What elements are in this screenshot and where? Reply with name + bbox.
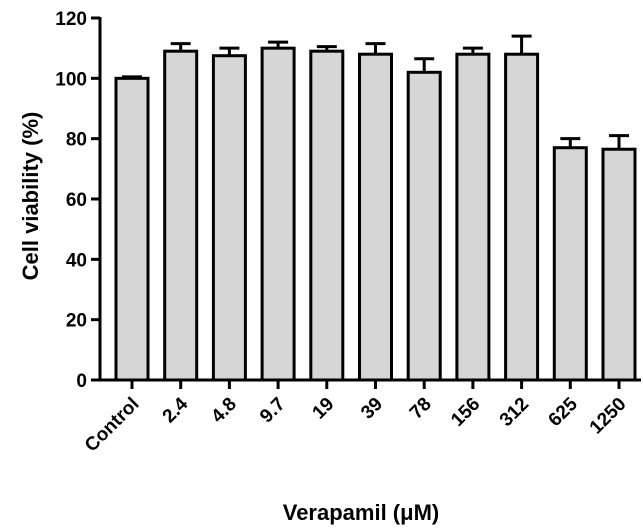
- bar-2.4: [163, 49, 199, 382]
- bar-78: [406, 70, 442, 382]
- bar-Control: [114, 76, 150, 382]
- x-tick-label-312: 312: [496, 394, 533, 431]
- x-tick-label-39: 39: [357, 394, 387, 424]
- error-bar-4.8: [219, 46, 240, 56]
- x-tick-label-4.8: 4.8: [207, 394, 241, 428]
- error-bar-1250: [609, 134, 629, 150]
- error-bar-39: [365, 42, 386, 55]
- bars-group: [114, 46, 637, 382]
- error-bar-2.4: [170, 42, 191, 52]
- error-bar-19: [316, 45, 337, 52]
- x-tick-label-9.7: 9.7: [256, 394, 290, 428]
- y-tick-label-60: 60: [66, 190, 87, 211]
- x-tick-label-78: 78: [406, 394, 436, 424]
- x-tick-label-19: 19: [309, 394, 339, 424]
- error-bar-78: [414, 57, 435, 73]
- error-bar-156: [462, 46, 483, 55]
- bar-9.7: [260, 46, 296, 382]
- y-tick-label-120: 120: [55, 9, 87, 30]
- error-bar-Control: [122, 75, 142, 79]
- bar-156: [455, 52, 491, 382]
- y-tick-label-20: 20: [66, 311, 87, 332]
- error-bar-625: [560, 137, 581, 148]
- y-tick-label-40: 40: [66, 250, 87, 271]
- x-tick-label-625: 625: [545, 393, 583, 431]
- bar-39: [358, 52, 393, 382]
- x-ticks-group: Control 2.4 4.8 9.7 19 39 78 156 312 625 1250: [81, 380, 631, 456]
- bar-625: [552, 146, 588, 382]
- y-ticks-group: 0 20 40 60 80 100 120: [55, 9, 100, 392]
- x-tick-label-156: 156: [447, 394, 484, 431]
- y-tick-label-80: 80: [66, 130, 87, 151]
- error-bar-9.7: [268, 40, 289, 49]
- bar-312: [504, 52, 540, 382]
- error-bar-312: [511, 34, 532, 55]
- y-axis-title: Cell viability (%): [18, 112, 43, 281]
- x-tick-label-Control: Control: [81, 394, 144, 457]
- x-tick-label-2.4: 2.4: [159, 393, 193, 427]
- y-tick-label-0: 0: [76, 371, 87, 392]
- bar-4.8: [211, 54, 247, 382]
- x-tick-label-1250: 1250: [586, 394, 631, 439]
- x-axis-title: Verapamil (μM): [283, 500, 440, 525]
- bar-1250: [601, 147, 637, 382]
- error-bars-group: [122, 34, 629, 150]
- bar-19: [309, 49, 345, 382]
- y-tick-label-100: 100: [55, 69, 87, 90]
